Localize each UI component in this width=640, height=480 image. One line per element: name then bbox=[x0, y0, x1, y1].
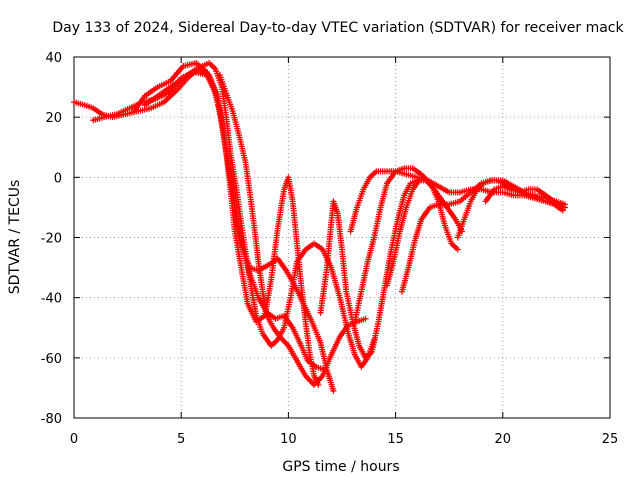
x-tick-label: 25 bbox=[602, 432, 619, 447]
data-point-marker bbox=[561, 201, 568, 208]
x-axis-title: GPS time / hours bbox=[282, 459, 399, 475]
x-tick-label: 10 bbox=[280, 432, 297, 447]
y-tick-label: 0 bbox=[54, 171, 62, 186]
y-tick-label: -20 bbox=[41, 232, 62, 247]
y-tick-label: 40 bbox=[45, 51, 62, 66]
grid-lines bbox=[74, 57, 610, 418]
y-axis-title: SDTVAR / TECUs bbox=[7, 180, 23, 295]
y-tick-label: -60 bbox=[41, 352, 62, 367]
y-tick-label: 20 bbox=[45, 111, 62, 126]
x-tick-label: 15 bbox=[387, 432, 404, 447]
y-tick-label: -80 bbox=[41, 412, 62, 427]
data-point-marker bbox=[559, 204, 566, 211]
axis-ticks: 0 5 10 15 20 25 -80 -60 -40 -20 0 20 40 bbox=[41, 51, 619, 447]
x-tick-label: 5 bbox=[177, 432, 185, 447]
y-tick-label: -40 bbox=[41, 292, 62, 307]
x-tick-label: 0 bbox=[70, 432, 78, 447]
data-point-marker bbox=[362, 315, 369, 322]
chart-title: Day 133 of 2024, Sidereal Day-to-day VTE… bbox=[52, 20, 624, 36]
data-points bbox=[71, 60, 568, 394]
x-tick-label: 20 bbox=[495, 432, 512, 447]
data-point-marker bbox=[454, 246, 461, 253]
data-point-marker bbox=[330, 387, 337, 394]
